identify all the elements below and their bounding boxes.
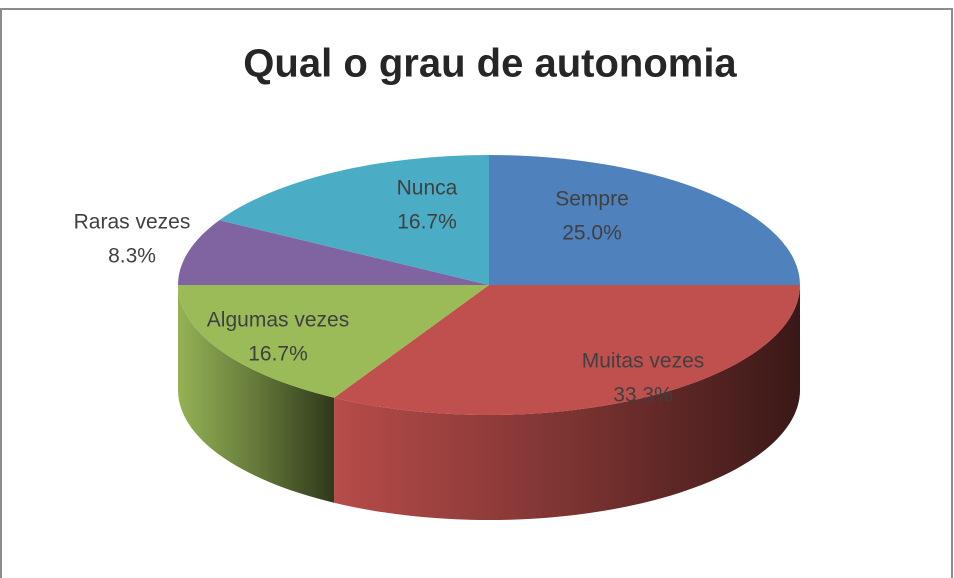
pie-sides (178, 285, 800, 520)
slice-label: Nunca (397, 177, 458, 200)
slice (334, 285, 800, 415)
slice (219, 155, 490, 285)
slice (178, 285, 489, 398)
slice-value-label: 16.7% (397, 211, 457, 234)
slice-label: Muitas vezes (582, 350, 705, 373)
slice (489, 155, 800, 285)
slice-label: Algumas vezes (207, 309, 349, 332)
slice-label: Sempre (555, 188, 629, 211)
slice-value-label: 33.3% (613, 384, 673, 407)
slice-side-shade (178, 285, 335, 503)
chart-title: Qual o grau de autonomia (243, 42, 737, 86)
slice-value-label: 8.3% (108, 245, 156, 268)
slice-label: Raras vezes (74, 211, 191, 234)
slice-value-label: 25.0% (562, 222, 622, 245)
data-labels: Sempre 25.0% Muitas vezes 33.3% Algumas veze… (74, 177, 705, 407)
slice-side-shade (334, 285, 800, 520)
slice-value-label: 16.7% (248, 343, 308, 366)
pie-tops (178, 155, 800, 415)
slice (178, 220, 489, 285)
